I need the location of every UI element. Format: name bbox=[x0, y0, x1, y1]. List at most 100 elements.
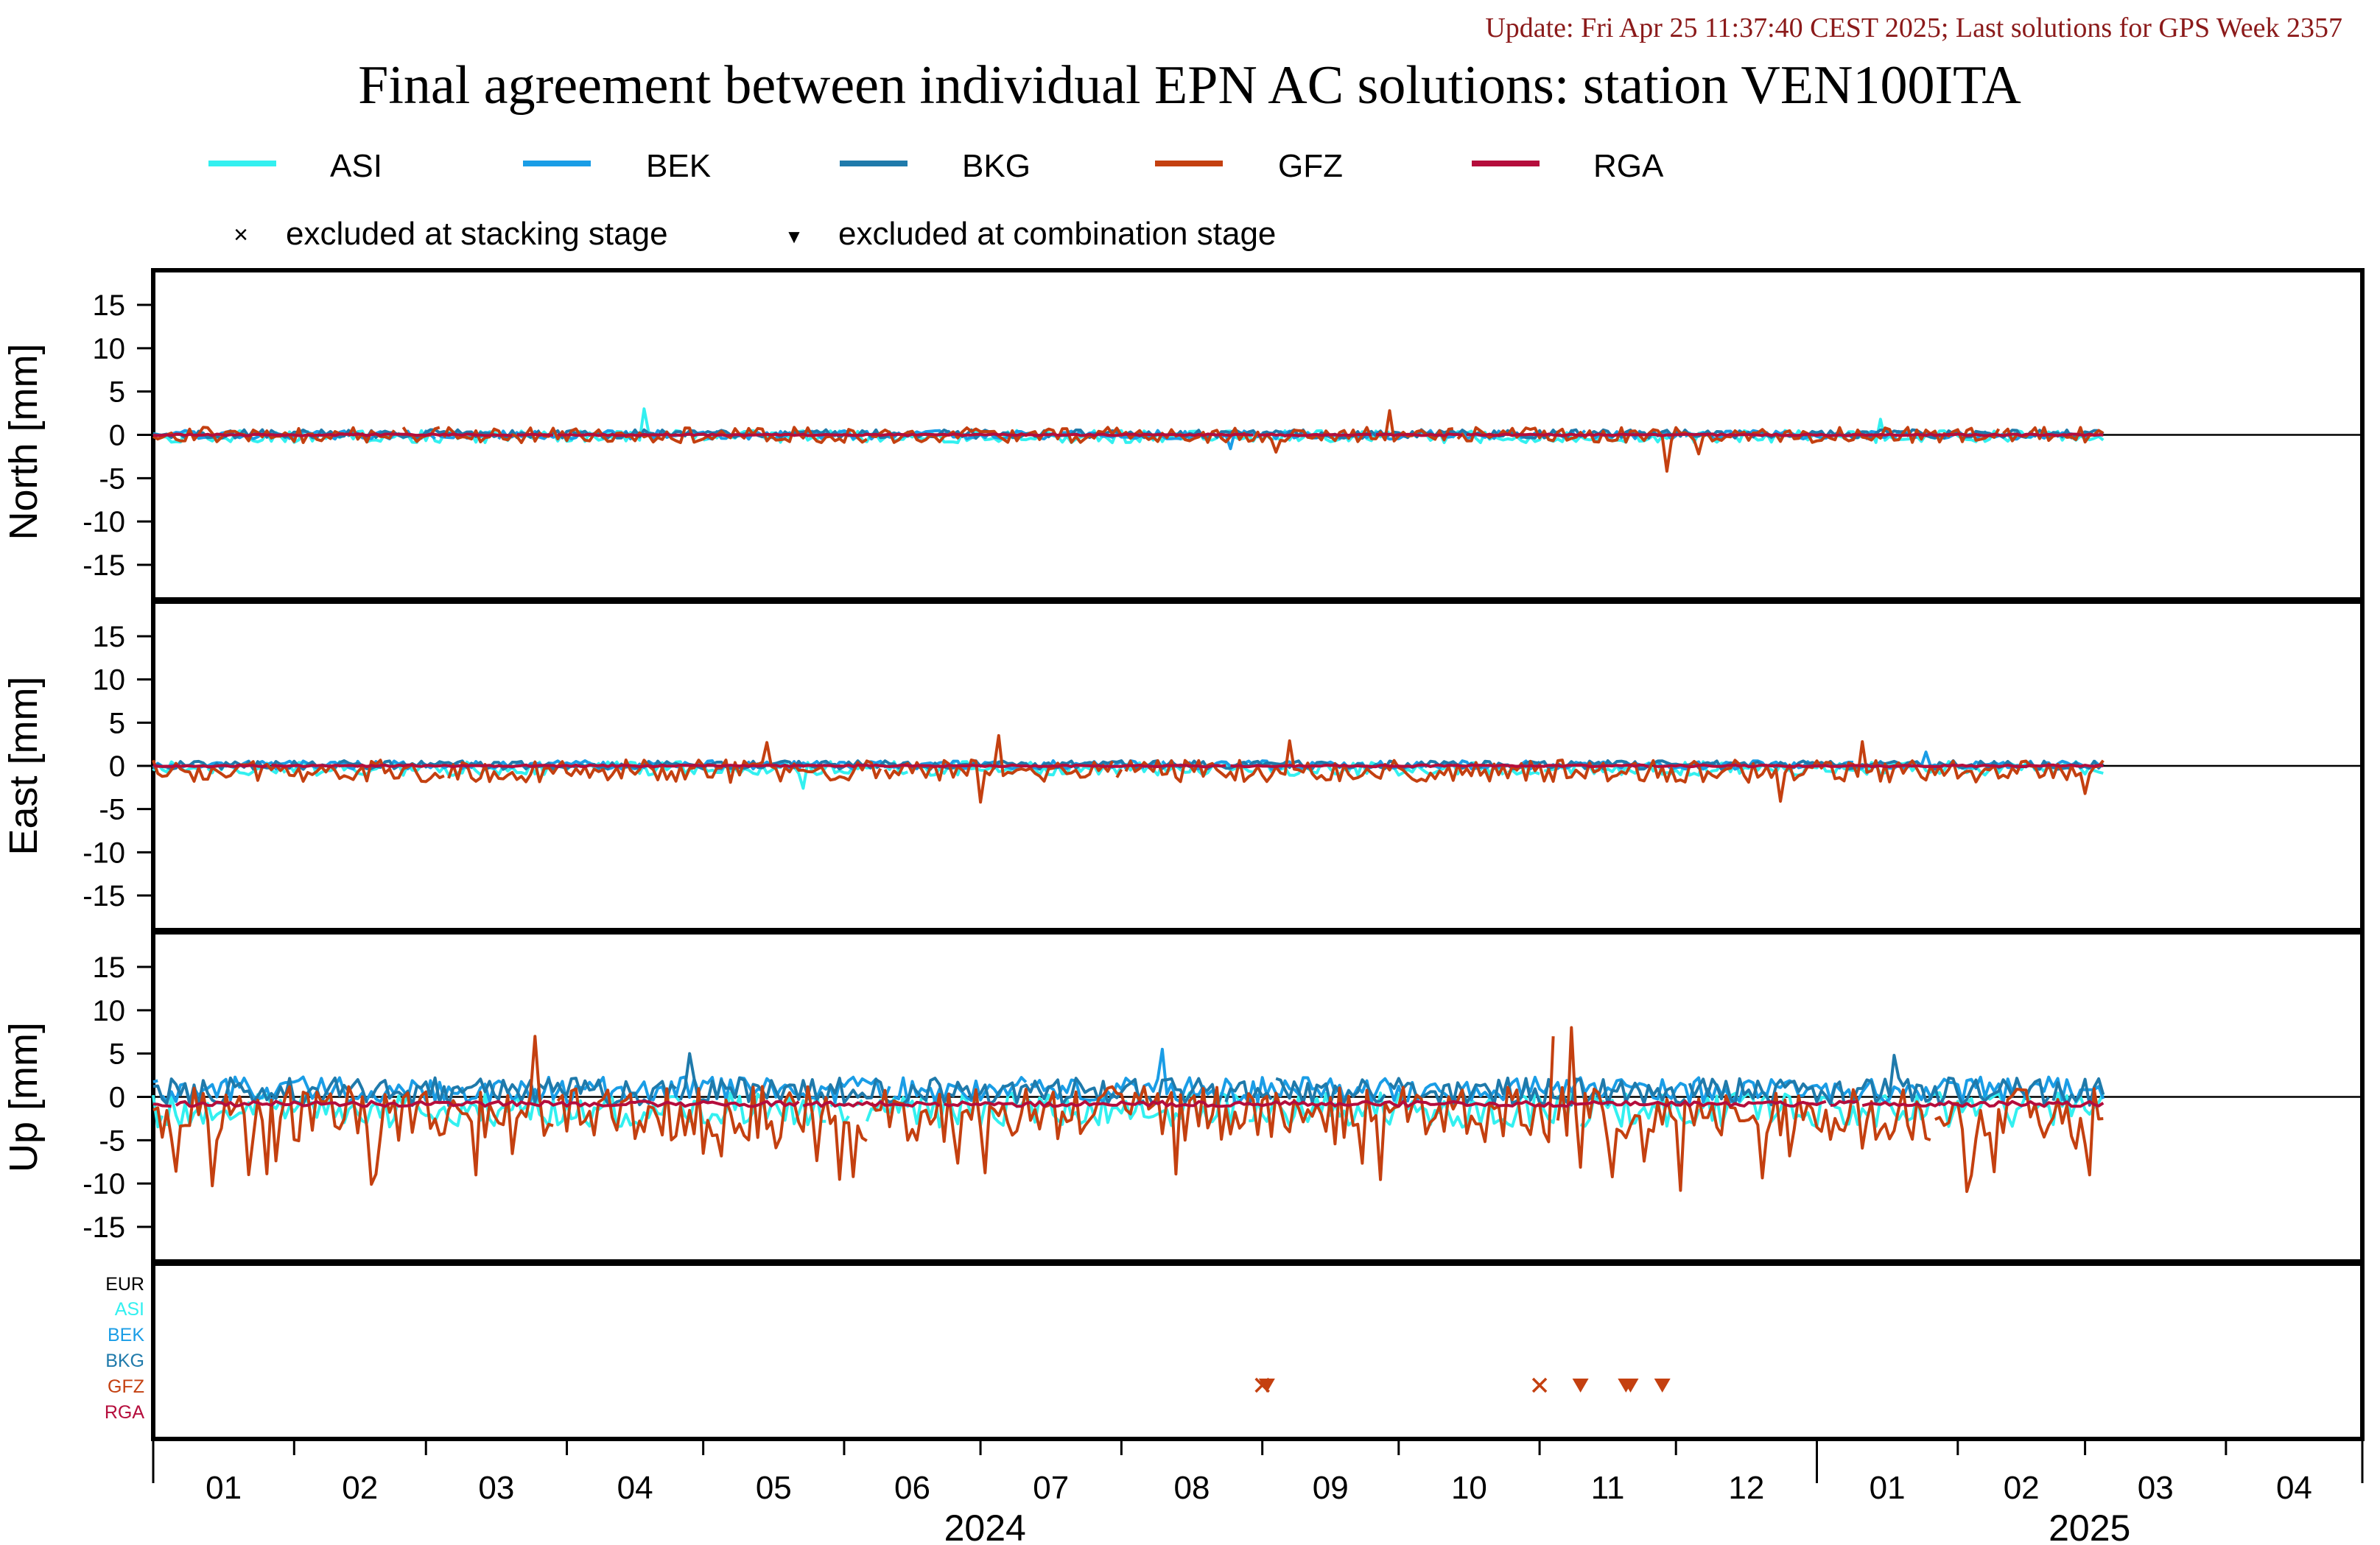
east-axis-label: East [mm] bbox=[1, 676, 46, 855]
month-label: 05 bbox=[756, 1470, 792, 1506]
exclusion-label-bkg: BKG bbox=[105, 1351, 144, 1371]
legend-marker-stacking-symbol: × bbox=[234, 221, 248, 249]
combination-exclusion-marker bbox=[1654, 1379, 1671, 1393]
up-series-bek bbox=[152, 1079, 158, 1084]
north-y-tick-label: 5 bbox=[109, 376, 125, 409]
up-panel: Up [mm] 15 10 5 0 -5 -10 -15 bbox=[1, 930, 2365, 1264]
north-axis-label: North [mm] bbox=[1, 343, 46, 540]
up-y-tick-label: -15 bbox=[83, 1211, 125, 1244]
month-label: 09 bbox=[1313, 1470, 1349, 1506]
month-label: 01 bbox=[1870, 1470, 1906, 1506]
north-y-tick-label: -5 bbox=[99, 462, 125, 495]
up-series-gfz bbox=[1934, 1087, 2104, 1193]
month-label: 12 bbox=[1728, 1470, 1764, 1506]
month-label: 10 bbox=[1451, 1470, 1487, 1506]
north-series-rga bbox=[558, 432, 1254, 437]
month-label: 08 bbox=[1174, 1470, 1210, 1506]
exclusion-panel: EUR ASI BEK BKG GFZ RGA bbox=[105, 1261, 2365, 1441]
east-y-tick-label: 10 bbox=[93, 664, 126, 697]
month-label: 03 bbox=[478, 1470, 514, 1506]
up-series-bkg bbox=[2051, 1077, 2105, 1107]
legend-label-rga: RGA bbox=[1593, 148, 1664, 184]
east-y-tick-label: 0 bbox=[109, 750, 125, 783]
up-y-tick-label: 0 bbox=[109, 1082, 125, 1114]
up-series bbox=[152, 1026, 2105, 1193]
month-label: 04 bbox=[617, 1470, 653, 1506]
combination-exclusion-marker bbox=[1572, 1379, 1589, 1393]
north-y-tick-label: 0 bbox=[109, 420, 125, 452]
up-series-bkg bbox=[370, 1076, 677, 1108]
east-series-gfz bbox=[1115, 768, 1123, 778]
east-series-gfz bbox=[1124, 739, 2105, 803]
exclusion-label-rga: RGA bbox=[105, 1402, 145, 1423]
east-y-tick-label: 15 bbox=[93, 621, 126, 653]
stacking-exclusion-marker bbox=[1531, 1377, 1548, 1393]
up-series-bkg bbox=[1688, 1054, 2050, 1107]
east-series-rga bbox=[1230, 763, 1649, 769]
east-y-tick-label: 5 bbox=[109, 707, 125, 739]
north-y-tick-label: 15 bbox=[93, 289, 126, 322]
month-label: 03 bbox=[2138, 1470, 2174, 1506]
north-series-gfz bbox=[152, 426, 345, 444]
year-label: 2024 bbox=[944, 1507, 1026, 1545]
legend-marker-stacking-label: excluded at stacking stage bbox=[286, 216, 668, 252]
up-series-rga bbox=[1830, 1099, 1858, 1107]
east-y-tick-label: -10 bbox=[83, 837, 125, 869]
update-text: Update: Fri Apr 25 11:37:40 CEST 2025; L… bbox=[1485, 13, 2342, 43]
legend-marker-combination-symbol: ▼ bbox=[784, 225, 804, 247]
north-series-rga bbox=[1257, 432, 1372, 437]
legend-marker-combination-label: excluded at combination stage bbox=[838, 216, 1276, 252]
month-label: 04 bbox=[2276, 1470, 2312, 1506]
exclusion-panel-frame bbox=[151, 1261, 2365, 1441]
north-y-tick-label: -10 bbox=[83, 506, 125, 538]
up-y-tick-label: -10 bbox=[83, 1168, 125, 1200]
up-series-rga bbox=[152, 1102, 172, 1108]
exclusion-ac-labels: EUR ASI BEK BKG GFZ RGA bbox=[105, 1274, 145, 1423]
up-series-gfz bbox=[870, 1036, 1555, 1181]
month-label: 06 bbox=[894, 1470, 930, 1506]
up-series-rga bbox=[943, 1099, 1827, 1108]
east-series-gfz bbox=[152, 759, 445, 784]
month-label: 11 bbox=[1591, 1470, 1625, 1506]
chart-title: Final agreement between individual EPN A… bbox=[358, 55, 2021, 116]
up-series-bek bbox=[1029, 1047, 1218, 1104]
exclusion-label-asi: ASI bbox=[115, 1299, 144, 1320]
east-series-rga bbox=[152, 763, 267, 769]
up-y-tick-label: 15 bbox=[93, 951, 126, 984]
combination-exclusion-marker bbox=[1258, 1379, 1275, 1393]
north-y-tick-label: -15 bbox=[83, 549, 125, 582]
east-y-tick-label: -15 bbox=[83, 880, 125, 912]
combination-exclusion-marker bbox=[1622, 1379, 1639, 1393]
east-panel: East [mm] 15 10 5 0 -5 -10 -15 bbox=[1, 599, 2365, 932]
north-series-rga bbox=[516, 432, 554, 437]
up-y-tick-label: 5 bbox=[109, 1038, 125, 1071]
legend-label-bek: BEK bbox=[646, 148, 711, 184]
up-series-rga bbox=[175, 1099, 800, 1108]
east-y-tick-label: -5 bbox=[99, 794, 125, 826]
up-y-ticks: 15 10 5 0 -5 -10 -15 bbox=[83, 951, 2362, 1244]
east-series-rga bbox=[1653, 763, 2104, 769]
legend-label-asi: ASI bbox=[330, 148, 382, 184]
exclusion-label-bek: BEK bbox=[108, 1325, 144, 1345]
east-series bbox=[152, 733, 2105, 804]
east-series-gfz bbox=[447, 741, 882, 784]
up-y-tick-label: -5 bbox=[99, 1125, 125, 1157]
up-series-gfz bbox=[1556, 1026, 1931, 1192]
up-y-tick-label: 10 bbox=[93, 995, 126, 1027]
north-series-gfz bbox=[443, 426, 868, 444]
east-series-gfz bbox=[883, 733, 1114, 804]
east-series-bkg bbox=[152, 759, 318, 771]
north-series bbox=[152, 407, 2105, 473]
north-series-rga bbox=[1375, 432, 1463, 437]
month-label: 07 bbox=[1033, 1470, 1069, 1506]
north-y-tick-label: 10 bbox=[93, 333, 126, 365]
exclusion-label-eur: EUR bbox=[105, 1274, 144, 1295]
up-series-gfz bbox=[556, 1085, 868, 1181]
exclusion-markers bbox=[1254, 1377, 1671, 1393]
up-axis-label: Up [mm] bbox=[1, 1022, 46, 1172]
up-series-bkg bbox=[152, 1076, 368, 1107]
north-series-rga bbox=[152, 432, 513, 437]
up-series-bkg bbox=[1147, 1077, 1223, 1107]
exclusion-label-gfz: GFZ bbox=[108, 1376, 144, 1397]
month-label: 02 bbox=[2004, 1470, 2040, 1506]
